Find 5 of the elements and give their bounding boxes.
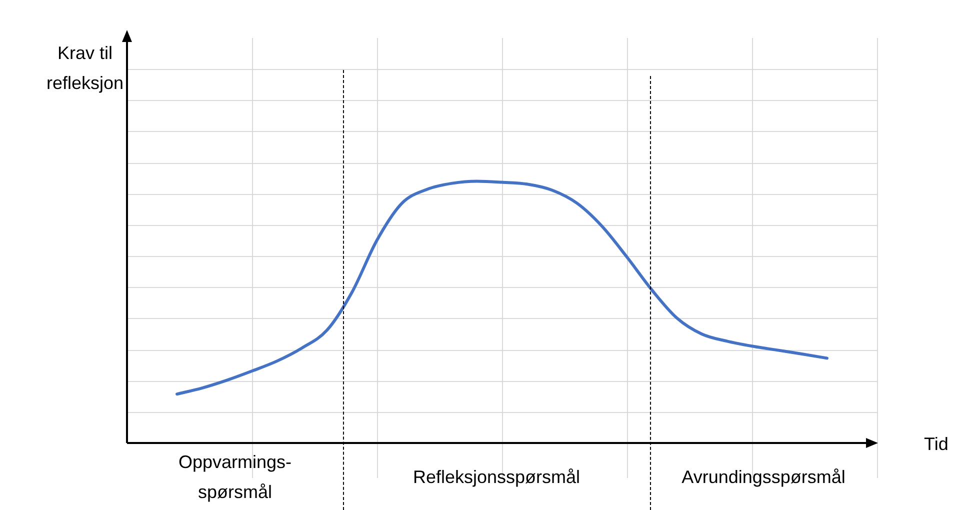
text: Avrundingsspørsmål (682, 466, 846, 487)
y-axis-title: Krav til refleksjon (46, 42, 124, 93)
x-axis-title: Tid (924, 434, 948, 454)
text: Oppvarmings-spørsmål (178, 452, 292, 502)
text: Refleksjonsspørsmål (412, 466, 580, 487)
